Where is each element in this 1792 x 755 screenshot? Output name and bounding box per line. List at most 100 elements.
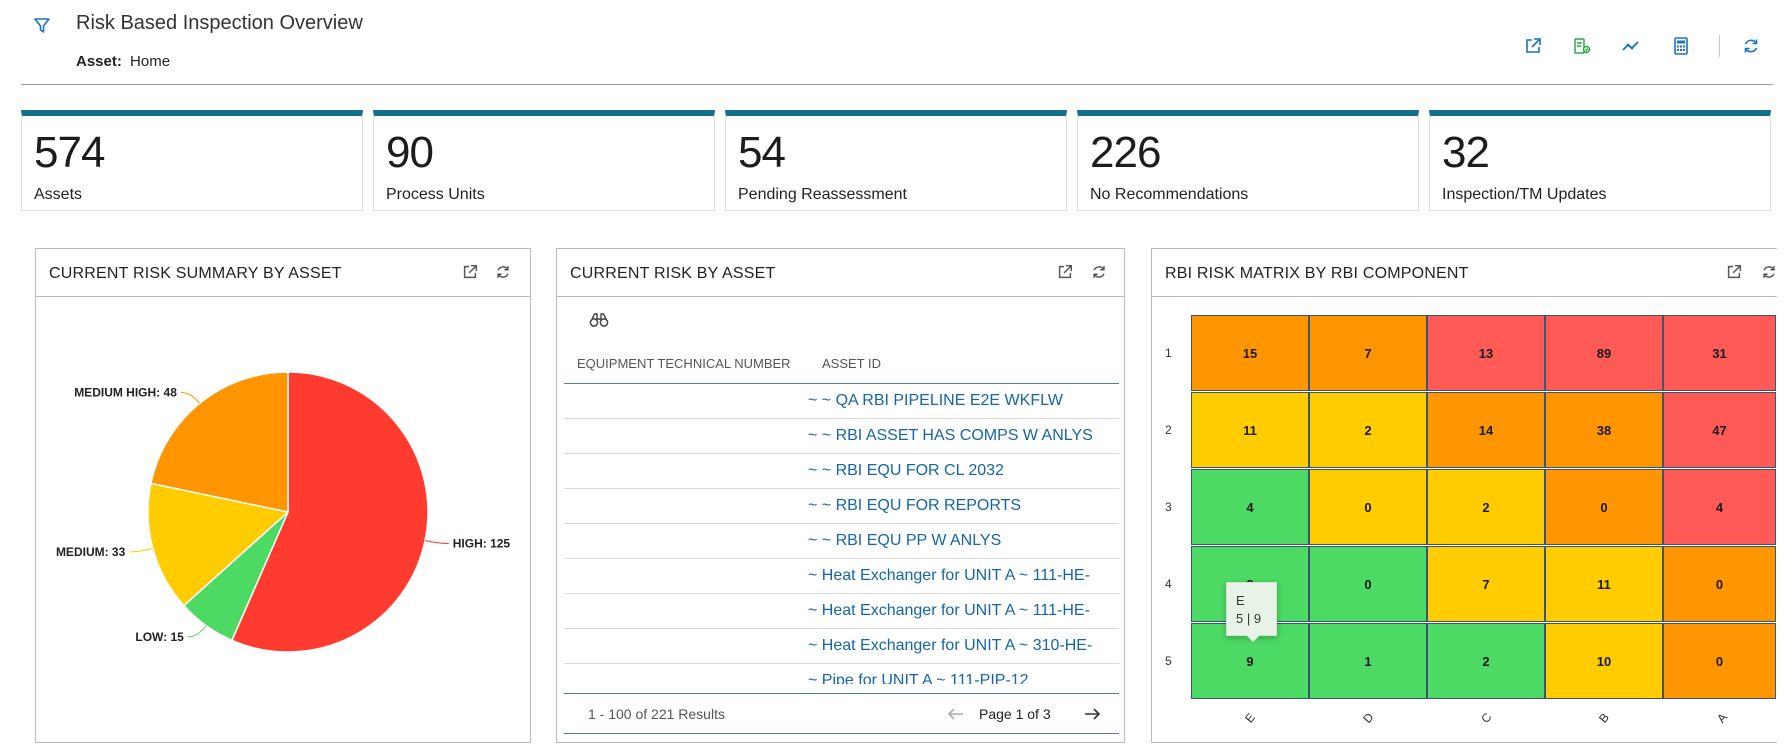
matrix-cell[interactable]: 0 bbox=[1545, 469, 1663, 545]
matrix-cell[interactable]: 11 bbox=[1191, 392, 1309, 468]
asset-id-link[interactable]: ~ Pipe for UNIT A ~ 111-PIP-12 bbox=[808, 672, 1029, 684]
asset-id-link[interactable]: ~ ~ RBI EQU PP W ANLYS bbox=[808, 532, 1002, 549]
kpi-label: Inspection/TM Updates bbox=[1442, 186, 1607, 203]
filter-icon[interactable] bbox=[32, 16, 52, 36]
column-header-asset-id[interactable]: ASSET ID bbox=[822, 356, 882, 371]
table-row: ~ Pipe for UNIT A ~ 111-PIP-12 bbox=[564, 664, 1119, 684]
open-in-new-icon[interactable] bbox=[1520, 33, 1546, 59]
pie-slice-medium[interactable] bbox=[147, 482, 290, 607]
table-body: ~ ~ QA RBI PIPELINE E2E WKFLW ~ ~ RBI AS… bbox=[564, 384, 1119, 684]
pie-slice-high[interactable] bbox=[230, 371, 429, 653]
asset-id-link[interactable]: ~ ~ QA RBI PIPELINE E2E WKFLW bbox=[808, 392, 1063, 409]
matrix-cell[interactable]: 47 bbox=[1663, 392, 1776, 468]
open-in-new-icon[interactable] bbox=[459, 261, 481, 283]
kpi-card-inspection-tm-updates[interactable]: 32 Inspection/TM Updates bbox=[1429, 110, 1771, 211]
matrix-tooltip: E 5 | 9 bbox=[1226, 582, 1277, 642]
kpi-value: 54 bbox=[738, 128, 786, 177]
table-row: ~ ~ RBI EQU FOR REPORTS bbox=[564, 489, 1119, 524]
open-in-new-icon[interactable] bbox=[1054, 261, 1076, 283]
matrix-cell[interactable]: 2 bbox=[1427, 469, 1545, 545]
kpi-label: Pending Reassessment bbox=[738, 186, 907, 203]
kpi-card-no-recommendations[interactable]: 226 No Recommendations bbox=[1077, 110, 1419, 211]
kpi-row: 574 Assets 90 Process Units 54 Pending R… bbox=[21, 110, 1773, 211]
results-count: 1 - 100 of 221 Results bbox=[588, 706, 725, 722]
table-footer: 1 - 100 of 221 Results Page 1 of 3 bbox=[564, 693, 1119, 734]
asset-id-link[interactable]: ~ ~ RBI EQU FOR CL 2032 bbox=[808, 462, 1004, 479]
table-row: ~ ~ RBI EQU FOR CL 2032 bbox=[564, 454, 1119, 489]
kpi-label: Assets bbox=[34, 186, 83, 203]
matrix-cell[interactable]: 4 bbox=[1191, 469, 1309, 545]
pie-label-connector bbox=[180, 391, 201, 404]
asset-id-link[interactable]: ~ Heat Exchanger for UNIT A ~ 111-HE- bbox=[808, 567, 1090, 584]
matrix-cell[interactable]: 14 bbox=[1427, 392, 1545, 468]
calculator-icon[interactable] bbox=[1668, 33, 1694, 59]
matrix-cell[interactable]: 7 bbox=[1309, 315, 1427, 391]
kpi-label: Process Units bbox=[386, 186, 485, 203]
matrix-cell[interactable]: 10 bbox=[1545, 623, 1663, 699]
next-page-arrow-icon[interactable] bbox=[1081, 704, 1103, 724]
table-row: ~ ~ QA RBI PIPELINE E2E WKFLW bbox=[564, 384, 1119, 419]
open-in-new-icon[interactable] bbox=[1723, 261, 1745, 283]
column-header-equipment-technical-number[interactable]: EQUIPMENT TECHNICAL NUMBER bbox=[577, 356, 791, 371]
kpi-card-assets[interactable]: 574 Assets bbox=[21, 110, 363, 211]
matrix-cell[interactable]: 15 bbox=[1191, 315, 1309, 391]
pie-data-label: HIGH: 125 bbox=[453, 537, 511, 551]
refresh-icon[interactable] bbox=[1738, 33, 1764, 59]
matrix-cell[interactable]: 31 bbox=[1663, 315, 1776, 391]
matrix-cell[interactable]: 0 bbox=[1663, 623, 1776, 699]
refresh-icon[interactable] bbox=[1758, 261, 1777, 283]
risk-by-asset-widget: CURRENT RISK BY ASSET EQUIPMENT TECHNICA… bbox=[556, 248, 1125, 743]
pie-label-connector bbox=[424, 540, 449, 545]
matrix-cell[interactable]: 7 bbox=[1427, 546, 1545, 622]
asset-id-link[interactable]: ~ Heat Exchanger for UNIT A ~ 111-HE- bbox=[808, 602, 1090, 619]
widget-header: CURRENT RISK SUMMARY BY ASSET bbox=[36, 249, 530, 297]
matrix-cell[interactable]: 11 bbox=[1545, 546, 1663, 622]
matrix-cell[interactable]: 0 bbox=[1309, 469, 1427, 545]
matrix-cell[interactable]: 2 bbox=[1427, 623, 1545, 699]
toolbar-separator bbox=[1719, 35, 1720, 57]
asset-label: Asset: bbox=[76, 53, 122, 70]
asset-id-link[interactable]: ~ ~ RBI ASSET HAS COMPS W ANLYS bbox=[808, 427, 1093, 444]
matrix-row-label: 4 bbox=[1165, 576, 1172, 591]
matrix-cell[interactable]: 2 bbox=[1309, 392, 1427, 468]
matrix-cell[interactable]: 38 bbox=[1545, 392, 1663, 468]
kpi-value: 574 bbox=[34, 128, 105, 177]
pie-slice-medium-high[interactable] bbox=[150, 371, 289, 513]
pie-data-label: MEDIUM: 33 bbox=[56, 545, 126, 559]
kpi-value: 90 bbox=[386, 128, 434, 177]
asset-hierarchy-icon[interactable] bbox=[1569, 33, 1595, 59]
matrix-cell[interactable]: 4 bbox=[1663, 469, 1776, 545]
risk-summary-widget: CURRENT RISK SUMMARY BY ASSET HIGH: 125 L… bbox=[35, 248, 531, 743]
table-row: ~ Heat Exchanger for UNIT A ~ 111-HE- bbox=[564, 594, 1119, 629]
asset-id-link[interactable]: ~ ~ RBI EQU FOR REPORTS bbox=[808, 497, 1022, 514]
pie-label-connector bbox=[187, 625, 207, 638]
refresh-icon[interactable] bbox=[492, 261, 514, 283]
kpi-card-process-units[interactable]: 90 Process Units bbox=[373, 110, 715, 211]
asset-id-link[interactable]: ~ Heat Exchanger for UNIT A ~ 310-HE- bbox=[808, 637, 1093, 654]
kpi-value: 32 bbox=[1442, 128, 1490, 177]
table-row: ~ Heat Exchanger for UNIT A ~ 310-HE- bbox=[564, 629, 1119, 664]
table-row: ~ ~ RBI EQU PP W ANLYS bbox=[564, 524, 1119, 559]
binoculars-search-icon[interactable] bbox=[587, 309, 611, 331]
widget-header: RBI RISK MATRIX BY RBI COMPONENT bbox=[1152, 249, 1777, 297]
matrix-cell[interactable]: 1 bbox=[1309, 623, 1427, 699]
risk-pie-chart: HIGH: 125 LOW: 15 MEDIUM: 33 MEDIUM HIGH: 4… bbox=[56, 371, 511, 653]
widget-header: CURRENT RISK BY ASSET bbox=[557, 249, 1124, 297]
table-header-divider bbox=[564, 383, 1119, 384]
kpi-label: No Recommendations bbox=[1090, 186, 1249, 203]
matrix-cell[interactable]: 0 bbox=[1309, 546, 1427, 622]
asset-context: Asset: Home bbox=[76, 53, 170, 70]
matrix-cell[interactable]: 89 bbox=[1545, 315, 1663, 391]
table-row: ~ Heat Exchanger for UNIT A ~ 111-HE- bbox=[564, 559, 1119, 594]
trend-icon[interactable] bbox=[1618, 33, 1644, 59]
pagination: Page 1 of 3 bbox=[945, 704, 1105, 724]
prev-page-arrow-icon[interactable] bbox=[945, 704, 967, 724]
kpi-card-pending-reassessment[interactable]: 54 Pending Reassessment bbox=[725, 110, 1067, 211]
header-toolbar bbox=[1520, 33, 1780, 59]
kpi-value: 226 bbox=[1090, 128, 1161, 177]
refresh-icon[interactable] bbox=[1088, 261, 1110, 283]
tooltip-column: E bbox=[1236, 593, 1245, 608]
matrix-cell[interactable]: 13 bbox=[1427, 315, 1545, 391]
matrix-cell[interactable]: 0 bbox=[1663, 546, 1776, 622]
pie-data-label: LOW: 15 bbox=[135, 630, 184, 644]
